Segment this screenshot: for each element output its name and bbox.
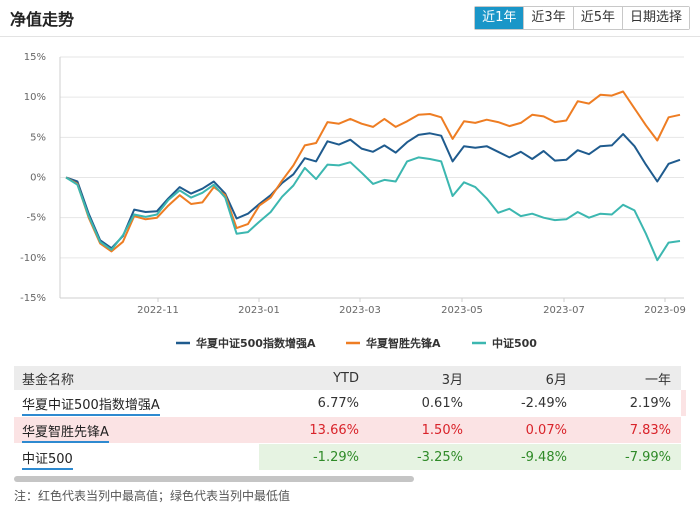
horizontal-scrollbar[interactable]	[14, 476, 414, 482]
table-row: 华夏智胜先锋A 13.66% 1.50% 0.07% 7.83%	[14, 416, 686, 444]
series-line-0	[65, 132, 681, 250]
series-line-2	[65, 156, 681, 262]
m3-cell: -3.25%	[368, 443, 473, 471]
overflow-cell	[681, 390, 686, 417]
tab-date-select[interactable]: 日期选择	[621, 7, 689, 29]
table-row: 华夏中证500指数增强A 6.77% 0.61% -2.49% 2.19%	[14, 390, 686, 417]
tab-5-years[interactable]: 近5年	[572, 7, 622, 29]
chart-series-lines	[65, 90, 681, 262]
range-tabs: 近1年 近3年 近5年 日期选择	[474, 6, 690, 30]
y-tick-label: -5%	[27, 213, 46, 224]
footnote: 注：红色代表当列中最高值；绿色代表当列中最低值	[14, 489, 291, 503]
y1-cell: 2.19%	[576, 390, 681, 417]
header-divider	[0, 36, 700, 37]
overflow-cell	[681, 443, 686, 471]
x-tick-label: 2023-09	[644, 305, 686, 316]
col-header-3m[interactable]: 3月	[368, 366, 473, 390]
fund-name-cell[interactable]: 中证500	[14, 443, 260, 471]
col-header-6m[interactable]: 6月	[472, 366, 577, 390]
performance-table: 基金名称 YTD 3月 6月 一年 华夏中证500指数增强A 6.77% 0.6…	[14, 366, 686, 471]
col-header-name: 基金名称	[14, 366, 260, 390]
chart-legend: 华夏中证500指数增强A 华夏智胜先锋A 中证500	[176, 336, 537, 350]
y-tick-label: -15%	[20, 293, 46, 304]
y1-cell: 7.83%	[576, 416, 681, 444]
m6-cell: -2.49%	[472, 390, 577, 417]
col-header-1y[interactable]: 一年	[576, 366, 681, 390]
tab-1-year[interactable]: 近1年	[475, 7, 524, 29]
page-title: 净值走势	[10, 10, 75, 29]
y1-cell: -7.99%	[576, 443, 681, 471]
ytd-cell: 6.77%	[259, 390, 369, 417]
chart-grid	[59, 56, 684, 299]
x-tick-label: 2023-07	[543, 305, 585, 316]
nav-line-chart: -15% -10% -5% 0% 5% 10% 15% 2022-11 2023-01 2023…	[20, 52, 686, 350]
m3-cell: 0.61%	[368, 390, 473, 417]
y-tick-label: 0%	[30, 173, 46, 184]
ytd-cell: -1.29%	[259, 443, 369, 471]
series-line-1	[65, 90, 681, 253]
fund-name-cell[interactable]: 华夏中证500指数增强A	[14, 390, 260, 417]
x-axis-ticks: 2022-11 2023-01 2023-03 2023-05 2023-07 2023-…	[137, 298, 686, 316]
legend-label: 中证500	[492, 336, 537, 350]
y-tick-label: 10%	[24, 92, 46, 103]
ytd-cell: 13.66%	[259, 416, 369, 444]
m3-cell: 1.50%	[368, 416, 473, 444]
fund-link[interactable]: 华夏智胜先锋A	[22, 424, 109, 443]
legend-label: 华夏智胜先锋A	[366, 336, 441, 350]
legend-label: 华夏中证500指数增强A	[196, 336, 316, 350]
table-row: 中证500 -1.29% -3.25% -9.48% -7.99%	[14, 443, 686, 471]
table-header-row: 基金名称 YTD 3月 6月 一年	[14, 366, 686, 390]
x-tick-label: 2023-03	[339, 305, 381, 316]
y-tick-label: 15%	[24, 52, 46, 63]
overflow-cell	[681, 416, 686, 444]
y-tick-label: 5%	[30, 132, 46, 143]
col-header-ytd[interactable]: YTD	[259, 366, 369, 390]
m6-cell: 0.07%	[472, 416, 577, 444]
header-overflow	[681, 366, 686, 390]
x-tick-label: 2023-05	[441, 305, 483, 316]
y-tick-label: -10%	[20, 253, 46, 264]
fund-link[interactable]: 华夏中证500指数增强A	[22, 397, 160, 416]
y-axis-ticks: -15% -10% -5% 0% 5% 10% 15%	[20, 52, 46, 304]
fund-link[interactable]: 中证500	[22, 451, 73, 470]
m6-cell: -9.48%	[472, 443, 577, 471]
x-tick-label: 2022-11	[137, 305, 179, 316]
fund-name-cell[interactable]: 华夏智胜先锋A	[14, 416, 260, 444]
x-tick-label: 2023-01	[238, 305, 280, 316]
tab-3-years[interactable]: 近3年	[523, 7, 573, 29]
